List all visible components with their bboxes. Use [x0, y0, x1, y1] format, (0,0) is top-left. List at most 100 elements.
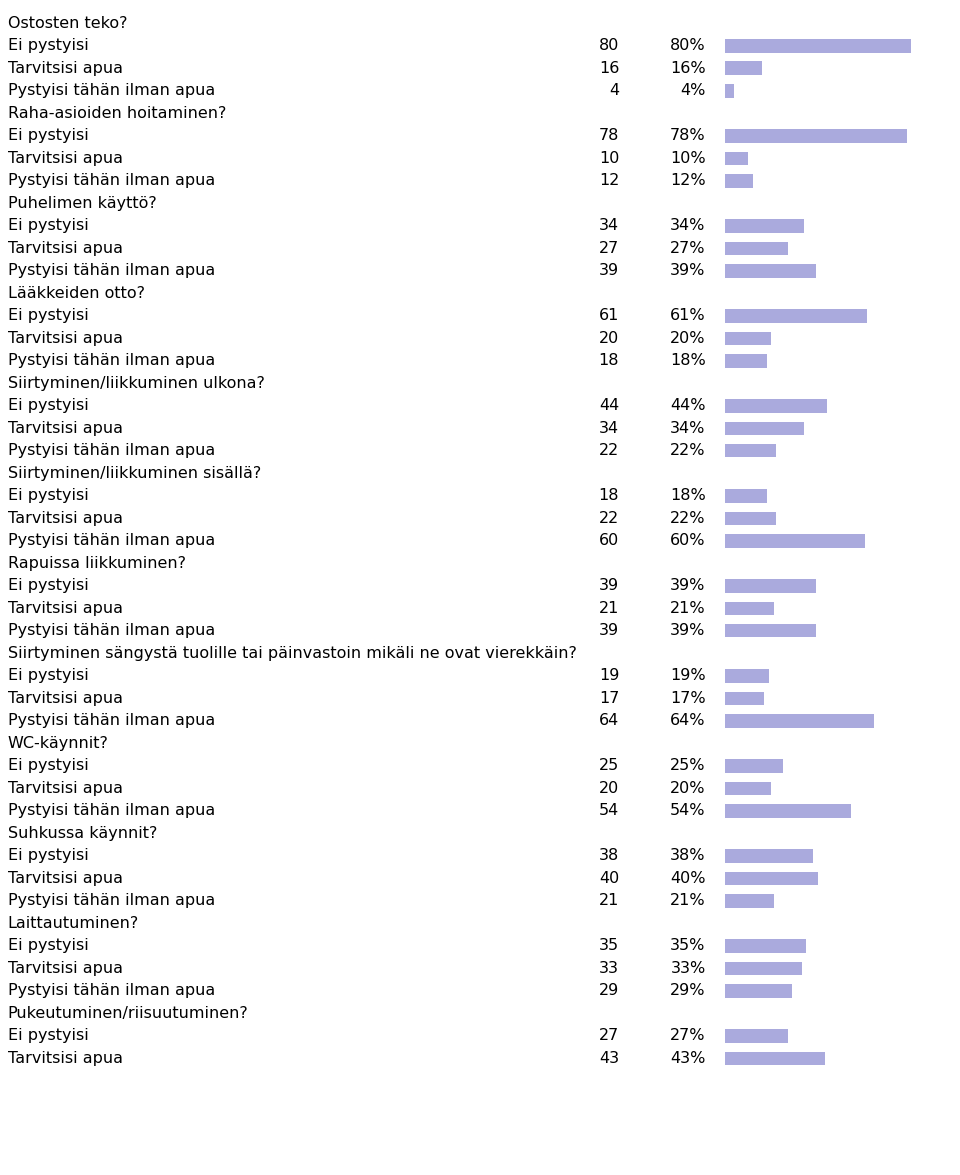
Text: 21: 21	[599, 600, 619, 616]
Text: 27: 27	[599, 1028, 619, 1043]
Text: 60: 60	[599, 533, 619, 549]
Text: WC-käynnit?: WC-käynnit?	[8, 736, 108, 751]
Text: 78%: 78%	[670, 128, 706, 143]
Bar	[725, 669, 769, 683]
Text: 39%: 39%	[670, 263, 706, 278]
Text: Lääkkeiden otto?: Lääkkeiden otto?	[8, 286, 145, 301]
Text: Ei pystyisi: Ei pystyisi	[8, 39, 88, 53]
Text: Raha-asioiden hoitaminen?: Raha-asioiden hoitaminen?	[8, 106, 226, 121]
Text: 22%: 22%	[670, 511, 706, 525]
Text: Tarvitsisi apua: Tarvitsisi apua	[8, 780, 123, 795]
Text: 44%: 44%	[670, 398, 706, 414]
Text: Siirtyminen/liikkuminen ulkona?: Siirtyminen/liikkuminen ulkona?	[8, 376, 265, 391]
Text: 27: 27	[599, 241, 619, 256]
Text: Ei pystyisi: Ei pystyisi	[8, 489, 88, 503]
Bar	[725, 759, 783, 772]
Bar	[725, 894, 774, 907]
Bar	[725, 850, 813, 862]
Text: 43: 43	[599, 1050, 619, 1066]
Text: 54: 54	[599, 804, 619, 818]
Text: 39%: 39%	[670, 578, 706, 593]
Text: Tarvitsisi apua: Tarvitsisi apua	[8, 330, 123, 345]
Text: Pystyisi tähän ilman apua: Pystyisi tähän ilman apua	[8, 443, 215, 458]
Text: Tarvitsisi apua: Tarvitsisi apua	[8, 871, 123, 886]
Text: Suhkussa käynnit?: Suhkussa käynnit?	[8, 826, 157, 841]
Text: 19: 19	[599, 669, 619, 683]
Text: Ei pystyisi: Ei pystyisi	[8, 669, 88, 683]
Text: 21%: 21%	[670, 893, 706, 908]
Bar	[725, 354, 767, 368]
Text: Tarvitsisi apua: Tarvitsisi apua	[8, 1050, 123, 1066]
Text: Pystyisi tähän ilman apua: Pystyisi tähän ilman apua	[8, 983, 215, 999]
Text: Pystyisi tähän ilman apua: Pystyisi tähän ilman apua	[8, 173, 215, 188]
Text: 44: 44	[599, 398, 619, 414]
Text: 20%: 20%	[670, 780, 706, 795]
Bar	[725, 781, 772, 795]
Text: Ei pystyisi: Ei pystyisi	[8, 1028, 88, 1043]
Text: 39: 39	[599, 263, 619, 278]
Text: Ei pystyisi: Ei pystyisi	[8, 939, 88, 953]
Bar	[725, 39, 911, 53]
Bar	[725, 444, 776, 457]
Text: 80: 80	[599, 39, 619, 53]
Bar	[725, 511, 776, 525]
Text: Puhelimen käyttö?: Puhelimen käyttö?	[8, 196, 156, 210]
Text: 61%: 61%	[670, 308, 706, 323]
Bar	[725, 1029, 788, 1042]
Text: 10%: 10%	[670, 150, 706, 166]
Text: 12: 12	[599, 173, 619, 188]
Bar	[725, 242, 788, 255]
Text: Pystyisi tähän ilman apua: Pystyisi tähän ilman apua	[8, 804, 215, 818]
Text: Tarvitsisi apua: Tarvitsisi apua	[8, 150, 123, 166]
Text: Ei pystyisi: Ei pystyisi	[8, 848, 88, 864]
Bar	[725, 624, 816, 638]
Bar	[725, 1052, 825, 1065]
Text: Tarvitsisi apua: Tarvitsisi apua	[8, 600, 123, 616]
Bar	[725, 219, 804, 233]
Bar	[725, 939, 806, 953]
Text: 78: 78	[599, 128, 619, 143]
Text: 34: 34	[599, 219, 619, 234]
Text: Tarvitsisi apua: Tarvitsisi apua	[8, 421, 123, 436]
Text: Rapuissa liikkuminen?: Rapuissa liikkuminen?	[8, 556, 185, 571]
Text: 18%: 18%	[670, 489, 706, 503]
Text: 39%: 39%	[670, 623, 706, 638]
Text: 80%: 80%	[670, 39, 706, 53]
Text: Tarvitsisi apua: Tarvitsisi apua	[8, 691, 123, 706]
Text: Ei pystyisi: Ei pystyisi	[8, 398, 88, 414]
Text: 19%: 19%	[670, 669, 706, 683]
Text: 34%: 34%	[670, 421, 706, 436]
Text: Pystyisi tähän ilman apua: Pystyisi tähän ilman apua	[8, 263, 215, 278]
Text: 17%: 17%	[670, 691, 706, 706]
Bar	[725, 579, 816, 592]
Bar	[725, 61, 762, 75]
Text: 21%: 21%	[670, 600, 706, 616]
Bar	[725, 804, 851, 818]
Text: 22: 22	[599, 511, 619, 525]
Text: 39: 39	[599, 578, 619, 593]
Text: 10: 10	[599, 150, 619, 166]
Bar	[725, 152, 748, 165]
Text: 35%: 35%	[670, 939, 706, 953]
Text: Ei pystyisi: Ei pystyisi	[8, 758, 88, 773]
Bar	[725, 961, 802, 975]
Text: Pystyisi tähän ilman apua: Pystyisi tähän ilman apua	[8, 533, 215, 549]
Text: 33: 33	[599, 961, 619, 975]
Text: Siirtyminen sängystä tuolille tai päinvastoin mikäli ne ovat vierekkäin?: Siirtyminen sängystä tuolille tai päinva…	[8, 646, 577, 660]
Text: 25%: 25%	[670, 758, 706, 773]
Bar	[725, 331, 772, 345]
Text: 4%: 4%	[681, 83, 706, 99]
Text: 20: 20	[599, 330, 619, 345]
Text: Pystyisi tähän ilman apua: Pystyisi tähän ilman apua	[8, 623, 215, 638]
Bar	[725, 692, 764, 705]
Text: Pystyisi tähän ilman apua: Pystyisi tähän ilman apua	[8, 713, 215, 728]
Text: Tarvitsisi apua: Tarvitsisi apua	[8, 241, 123, 256]
Text: Pystyisi tähän ilman apua: Pystyisi tähän ilman apua	[8, 354, 215, 368]
Text: 27%: 27%	[670, 1028, 706, 1043]
Bar	[725, 533, 865, 548]
Text: 29: 29	[599, 983, 619, 999]
Text: 34: 34	[599, 421, 619, 436]
Text: 17: 17	[599, 691, 619, 706]
Text: 18%: 18%	[670, 354, 706, 368]
Text: Ei pystyisi: Ei pystyisi	[8, 308, 88, 323]
